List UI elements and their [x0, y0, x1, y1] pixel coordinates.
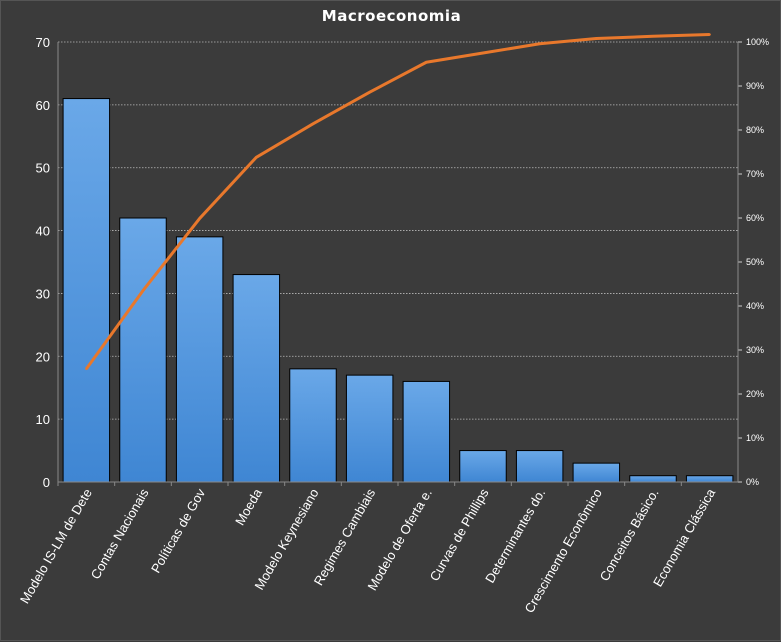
- y-tick-label: 60: [36, 98, 50, 113]
- x-tick-label: Políticas de Gov: [148, 486, 209, 576]
- y-tick-label: 30: [36, 286, 50, 301]
- line-point: [141, 289, 145, 292]
- y2-tick-label: 10%: [746, 433, 764, 443]
- y2-tick-label: 90%: [746, 81, 764, 91]
- line-point: [425, 61, 428, 64]
- gridlines: [58, 41, 738, 420]
- x-tick-label: Modelo Keynesiano: [252, 486, 322, 592]
- bar: [459, 450, 507, 483]
- y-tick-label: 10: [36, 412, 50, 427]
- line-point: [481, 51, 485, 55]
- line-point: [651, 35, 655, 38]
- x-tick-label: Regimes Cambiais: [311, 486, 379, 588]
- y2-tick-label: 60%: [746, 213, 764, 223]
- bar: [345, 374, 394, 483]
- y-tick-label: 70: [36, 35, 50, 50]
- cumulative-line: [85, 33, 710, 370]
- y-axis-left: 0 10 20 30 40 50 60 70: [36, 35, 59, 490]
- y2-tick-label: 30%: [746, 345, 764, 355]
- line-point: [85, 367, 88, 371]
- chart-title: Macroeconomia: [321, 7, 462, 25]
- bar: [232, 274, 281, 483]
- x-tick-label: Conceitos Básico.: [597, 486, 662, 584]
- y2-tick-label: 20%: [746, 389, 764, 399]
- bar: [685, 475, 734, 483]
- y-tick-label: 40: [36, 224, 50, 239]
- y2-tick-label: 80%: [746, 125, 764, 135]
- x-tick-label: Modelo IS-LM de Dete: [17, 486, 95, 606]
- bar: [289, 368, 337, 483]
- line-point: [368, 90, 371, 94]
- y2-tick-label: 0%: [746, 477, 759, 487]
- bar: [62, 98, 111, 483]
- cumulative-line-series: [85, 33, 711, 371]
- line-point: [538, 42, 541, 45]
- x-tick-label: Modelo de Oferta e.: [364, 486, 434, 593]
- line-point: [595, 37, 598, 40]
- y-tick-label: 0: [43, 475, 50, 490]
- y-axis-right: 0% 10% 20% 30% 40% 50% 60% 70% 80% 90% 100%: [737, 37, 769, 487]
- y2-tick-label: 50%: [746, 257, 764, 267]
- y2-tick-label: 70%: [746, 169, 764, 179]
- x-tick-label: Economia Clássica: [650, 485, 719, 589]
- y2-tick-label: 40%: [746, 301, 764, 311]
- bar: [515, 450, 564, 483]
- bar: [402, 380, 451, 483]
- x-tick-label: Moeda: [232, 485, 265, 528]
- y-tick-label: 50: [36, 161, 50, 176]
- bar: [119, 217, 167, 483]
- line-point: [198, 217, 201, 220]
- line-point: [708, 33, 711, 36]
- bar: [572, 462, 621, 483]
- line-point: [311, 122, 315, 126]
- y-tick-label: 20: [36, 349, 50, 364]
- line-point: [255, 156, 258, 159]
- x-tick-label: Determinantes do.: [482, 486, 548, 586]
- bar: [629, 475, 677, 483]
- bar: [175, 236, 224, 483]
- x-tick-label: Curvas de Phillips: [427, 486, 492, 584]
- y2-tick-label: 100%: [746, 37, 769, 47]
- x-tick-label: Contas Nacionais: [88, 486, 152, 582]
- bar-series: [62, 98, 734, 483]
